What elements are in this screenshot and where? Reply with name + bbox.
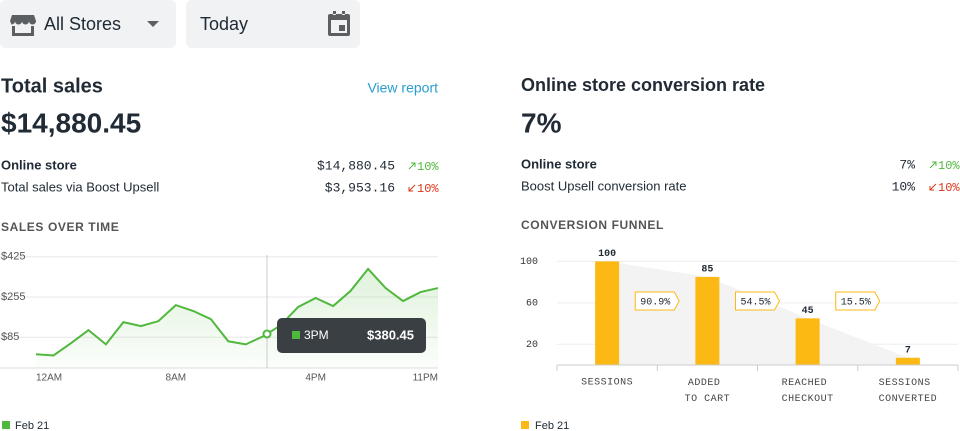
legend-swatch bbox=[2, 421, 10, 429]
x-tick-label: SESSIONS CONVERTED bbox=[879, 378, 938, 405]
bar bbox=[795, 318, 820, 365]
y-tick-label: 100 bbox=[520, 257, 538, 268]
y-tick-label: $255 bbox=[1, 291, 25, 303]
row-value: $14,880.45 bbox=[317, 158, 395, 173]
row-change: 10% bbox=[417, 182, 439, 196]
row-change: 10% bbox=[417, 160, 439, 174]
store-filter[interactable]: All Stores bbox=[0, 0, 176, 48]
value-label: 7 bbox=[905, 345, 911, 356]
row-value: 10% bbox=[892, 179, 916, 194]
x-tick-label: REACHED CHECKOUT bbox=[782, 378, 834, 405]
step-tag bbox=[634, 291, 680, 311]
date-filter-box[interactable] bbox=[186, 0, 360, 48]
x-tick-label: 8AM bbox=[166, 373, 187, 384]
panel-title: Total sales bbox=[1, 75, 103, 97]
panel-title: Online store conversion rate bbox=[521, 75, 765, 95]
row-value: $3,953.16 bbox=[325, 180, 395, 195]
view-report-link[interactable]: View report bbox=[367, 80, 438, 96]
y-tick-label: $425 bbox=[1, 251, 25, 263]
value-label: 45 bbox=[802, 306, 814, 317]
legend-swatch bbox=[521, 421, 529, 429]
row-label: Online store bbox=[1, 157, 77, 172]
tooltip-box bbox=[277, 318, 426, 353]
x-tick-label: 12AM bbox=[36, 373, 62, 384]
y-tick-label: 20 bbox=[526, 340, 538, 351]
tooltip-value: $380.45 bbox=[367, 327, 414, 342]
trend-arrow bbox=[408, 162, 416, 170]
total-value: 7% bbox=[521, 107, 562, 138]
x-tick-label: 4PM bbox=[305, 373, 326, 384]
row-label: Total sales via Boost Upsell bbox=[1, 179, 159, 194]
legend-label: Feb 21 bbox=[15, 420, 49, 431]
tooltip-label: 3PM bbox=[304, 328, 329, 342]
tooltip-swatch bbox=[292, 331, 300, 339]
caret-icon bbox=[147, 21, 159, 27]
step-tag bbox=[735, 291, 781, 311]
hover-point bbox=[262, 329, 272, 339]
bar bbox=[695, 276, 720, 365]
calendar-icon bbox=[328, 11, 350, 36]
row-change: 10% bbox=[938, 159, 960, 173]
value-label: 85 bbox=[701, 265, 713, 276]
store-filter-box[interactable] bbox=[0, 0, 176, 48]
x-tick-label: ADDED TO CART bbox=[685, 378, 731, 405]
value-label: 100 bbox=[598, 249, 616, 260]
step-label: 90.9% bbox=[640, 298, 670, 309]
row-value: 7% bbox=[899, 157, 915, 172]
total-value: $14,880.45 bbox=[1, 107, 141, 138]
step-tag bbox=[835, 291, 881, 311]
trend-arrow bbox=[408, 184, 416, 192]
chart-title: CONVERSION FUNNEL bbox=[521, 218, 664, 232]
bar bbox=[595, 261, 620, 365]
step-label: 54.5% bbox=[740, 298, 770, 309]
date-filter[interactable]: Today bbox=[186, 0, 360, 48]
store-filter-label[interactable]: All Stores bbox=[44, 14, 121, 34]
line bbox=[35, 267, 439, 357]
trend-arrow bbox=[929, 161, 937, 169]
date-filter-label[interactable]: Today bbox=[200, 14, 248, 34]
chart-title: SALES OVER TIME bbox=[1, 220, 119, 234]
trend-arrow bbox=[929, 183, 937, 191]
row-change: 10% bbox=[938, 181, 960, 195]
y-tick-label: 60 bbox=[526, 298, 538, 309]
funnel-shade bbox=[607, 261, 908, 365]
step-label: 15.5% bbox=[841, 298, 871, 309]
x-tick-label: SESSIONS bbox=[581, 378, 633, 389]
x-tick-label: 11PM bbox=[413, 373, 438, 384]
row-label: Boost Upsell conversion rate bbox=[521, 178, 686, 193]
y-tick-label: $85 bbox=[1, 331, 19, 343]
bar bbox=[895, 357, 920, 365]
store-icon bbox=[10, 15, 36, 36]
legend-label: Feb 21 bbox=[535, 420, 569, 431]
row-label: Online store bbox=[521, 156, 597, 171]
